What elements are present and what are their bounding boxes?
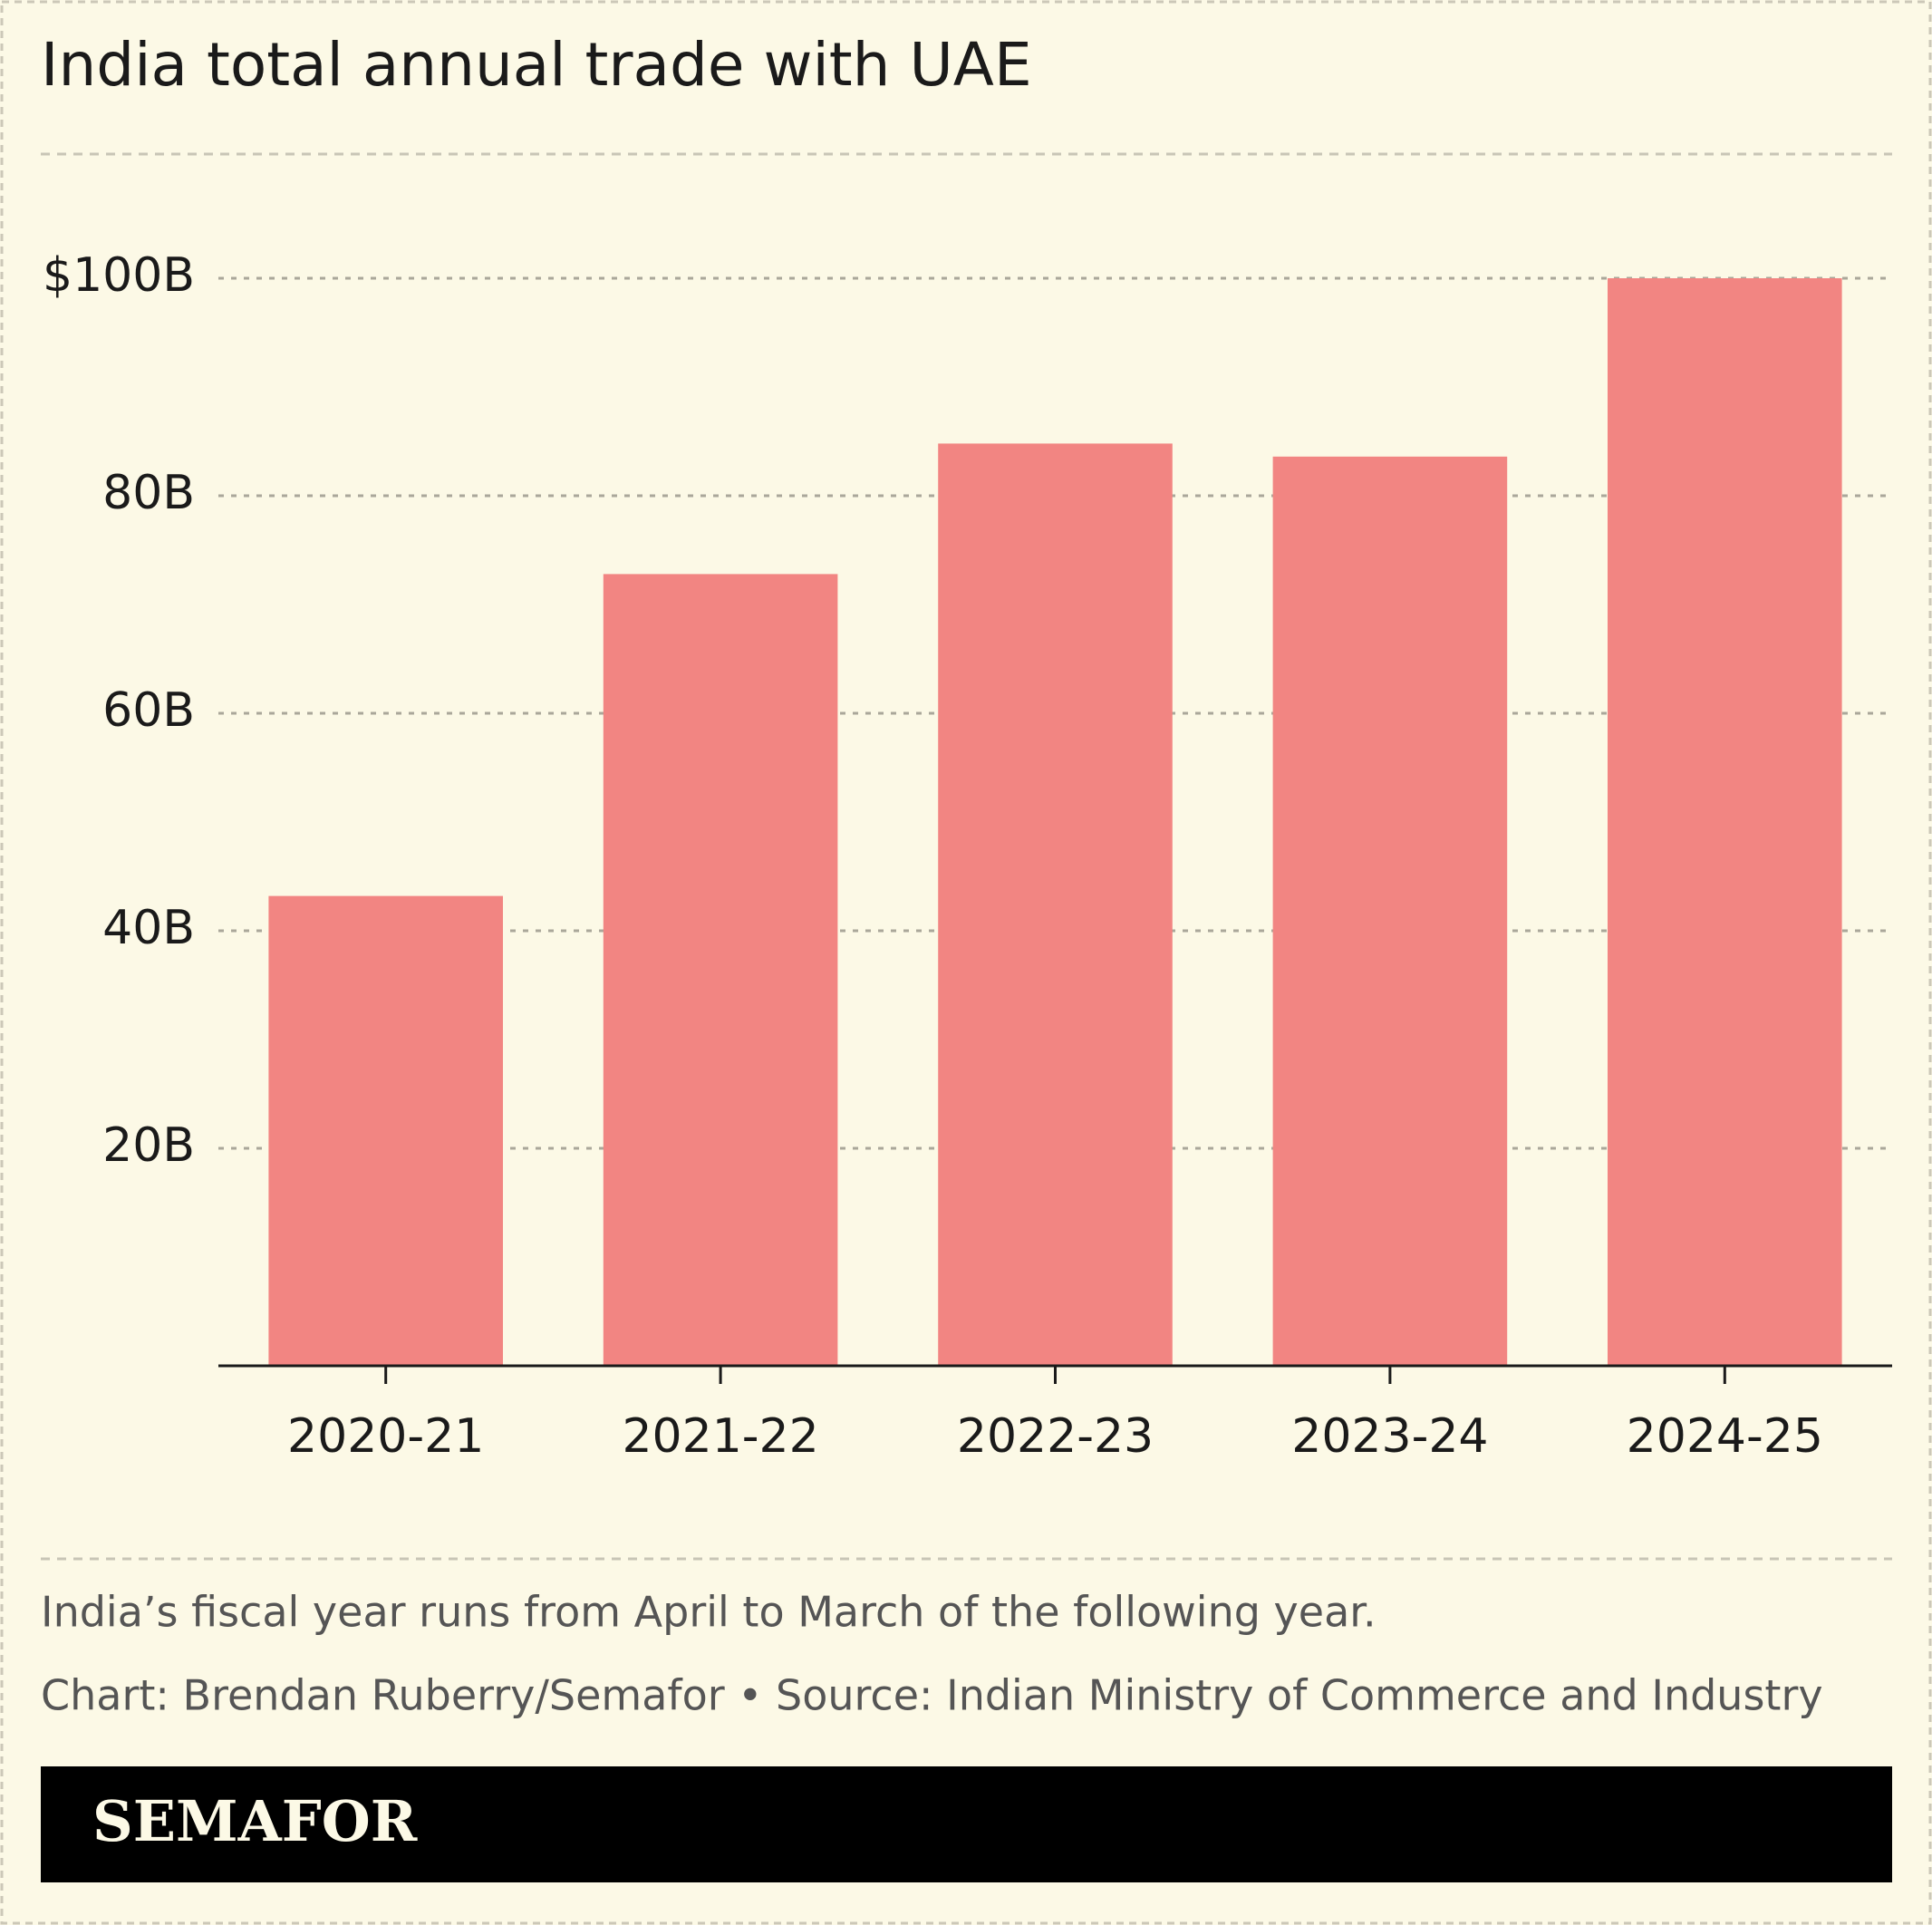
bar: [1272, 456, 1508, 1366]
y-tick-label: 40B: [102, 901, 195, 955]
bar: [938, 443, 1173, 1366]
source: Chart: Brendan Ruberry/Semafor • Source:…: [41, 1671, 1823, 1720]
bar: [268, 895, 503, 1366]
y-tick-label: 60B: [102, 683, 195, 738]
y-tick-label: 80B: [102, 466, 195, 520]
brand: SEMAFOR: [92, 1788, 418, 1854]
bar: [603, 574, 838, 1366]
x-tick-label: 2022-23: [957, 1409, 1154, 1464]
y-tick-label: $100B: [43, 248, 195, 303]
note: India’s fiscal year runs from April to M…: [41, 1588, 1377, 1637]
brand-bar: [41, 1766, 1892, 1882]
x-tick-label: 2023-24: [1291, 1409, 1488, 1464]
x-tick-label: 2021-22: [622, 1409, 818, 1464]
bar: [1608, 278, 1842, 1366]
y-tick-label: 20B: [102, 1118, 195, 1173]
x-tick-label: 2020-21: [287, 1409, 484, 1464]
x-tick-label: 2024-25: [1627, 1409, 1823, 1464]
chart-title: India total annual trade with UAE: [41, 30, 1032, 100]
